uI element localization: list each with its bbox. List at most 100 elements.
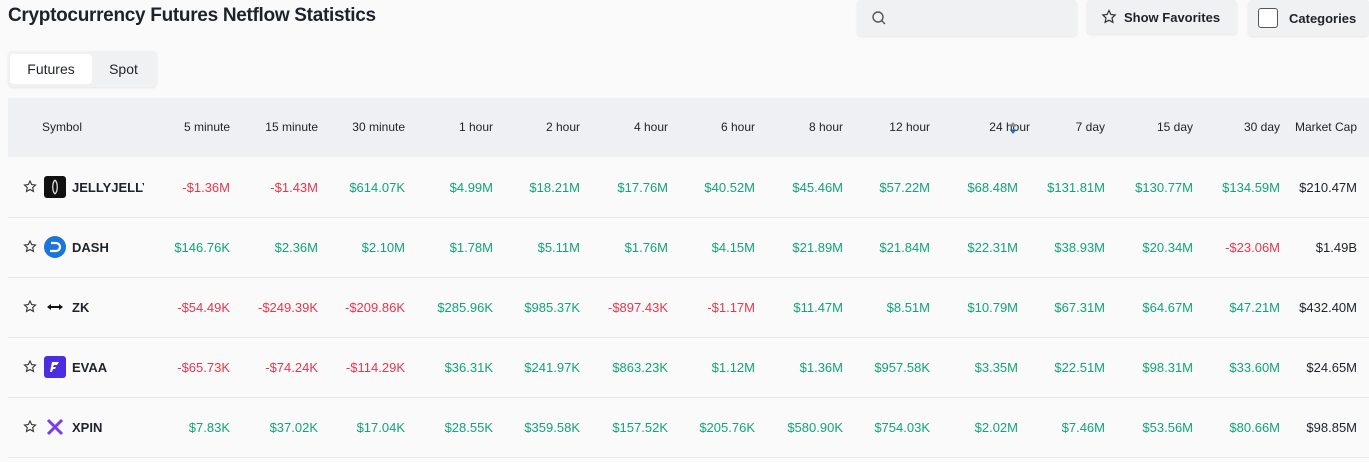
netflow-value: $3.35M (974, 360, 1018, 375)
table-row (8, 218, 1369, 278)
column-header[interactable]: 7 day (1075, 120, 1105, 134)
netflow-value: $1.76M (624, 240, 668, 255)
netflow-value: $1.78M (449, 240, 493, 255)
netflow-value: $17.76M (617, 180, 668, 195)
netflow-value: $754.03K (874, 420, 930, 435)
column-header[interactable]: 30 minute (352, 120, 405, 134)
netflow-value: $98.85M (1306, 420, 1357, 435)
netflow-value: $22.51M (1054, 360, 1105, 375)
coin-logo (44, 236, 66, 258)
netflow-value: $1.49B (1315, 240, 1357, 255)
symbol: XPIN (72, 420, 103, 435)
tab-bar: Futures Spot (8, 51, 157, 87)
column-header[interactable]: 4 hour (633, 120, 668, 134)
sort-icon (1009, 121, 1017, 135)
categories-button[interactable]: Categories (1248, 0, 1369, 36)
netflow-value: $24.65M (1306, 360, 1357, 375)
netflow-value: $7.83K (188, 420, 230, 435)
column-header[interactable]: 15 day (1156, 120, 1193, 134)
symbol: JELLYJELLY (72, 180, 144, 195)
netflow-value: -$54.49K (177, 300, 230, 315)
netflow-value: -$114.29K (345, 360, 405, 375)
search-box[interactable] (857, 0, 1077, 36)
column-header[interactable]: 30 day (1243, 120, 1280, 134)
netflow-value: $985.37K (524, 300, 580, 315)
netflow-value: $432.40M (1299, 300, 1357, 315)
netflow-value: $47.21M (1229, 300, 1280, 315)
netflow-value: $68.48M (967, 180, 1018, 195)
netflow-value: $10.79M (967, 300, 1018, 315)
column-header[interactable]: 15 minute (265, 120, 318, 134)
favorites-button[interactable]: Show Favorites (1087, 0, 1237, 34)
tab[interactable]: Futures (10, 54, 92, 84)
netflow-value: $28.55K (444, 420, 493, 435)
netflow-value: -$1.17M (707, 300, 755, 315)
categories-label: Categories (1289, 10, 1357, 26)
column-header[interactable]: 8 hour (808, 120, 843, 134)
column-header[interactable]: 24 hour (989, 120, 1030, 134)
netflow-value: $21.84M (879, 240, 930, 255)
netflow-value: -$1.43M (270, 180, 318, 195)
favorite-star[interactable] (23, 299, 37, 314)
netflow-value: $57.22M (879, 180, 930, 195)
netflow-value: -$74.24K (265, 360, 318, 375)
checkbox[interactable] (1258, 8, 1278, 28)
table-row (8, 278, 1369, 338)
netflow-value: $20.34M (1142, 240, 1193, 255)
column-header[interactable]: 2 hour (545, 120, 580, 134)
favorite-star[interactable] (23, 239, 37, 254)
favorite-star[interactable] (23, 419, 37, 434)
netflow-value: $45.46M (792, 180, 843, 195)
netflow-value: $18.21M (529, 180, 580, 195)
column-header[interactable]: 6 hour (720, 120, 755, 134)
netflow-value: -$209.86K (345, 300, 405, 315)
column-header[interactable]: Market Cap (1294, 120, 1357, 134)
netflow-value: -$249.39K (258, 300, 318, 315)
netflow-value: $157.52K (612, 420, 668, 435)
search-icon (872, 11, 886, 25)
netflow-value: $11.47M (793, 300, 843, 315)
netflow-value: $210.47M (1299, 180, 1357, 195)
netflow-value: $7.46M (1061, 420, 1105, 435)
netflow-value: $957.58K (874, 360, 930, 375)
netflow-value: $37.02K (269, 420, 318, 435)
coin-logo (44, 296, 66, 318)
column-header[interactable]: Symbol (42, 120, 83, 134)
netflow-value: $40.52M (704, 180, 755, 195)
netflow-value: $285.96K (437, 300, 493, 315)
netflow-value: -$65.73K (177, 360, 230, 375)
netflow-value: $1.12M (711, 360, 755, 375)
favorite-star[interactable] (23, 359, 37, 374)
netflow-value: $38.93M (1054, 240, 1105, 255)
page-title: Cryptocurrency Futures Netflow Statistic… (8, 5, 376, 26)
netflow-value: $36.31K (444, 360, 493, 375)
netflow-value: $67.31M (1054, 300, 1105, 315)
favorite-star[interactable] (23, 179, 37, 194)
netflow-value: $2.02M (974, 420, 1018, 435)
netflow-value: $33.60M (1229, 360, 1280, 375)
coin-logo (44, 416, 66, 438)
star-icon (1101, 9, 1117, 24)
netflow-value: $205.76K (699, 420, 755, 435)
netflow-value: $4.99M (449, 180, 493, 195)
netflow-value: $146.76K (174, 240, 230, 255)
column-header[interactable]: 12 hour (889, 120, 930, 134)
tab[interactable]: Spot (109, 61, 138, 77)
table-row (8, 158, 1369, 218)
netflow-value: $614.07K (349, 180, 405, 195)
netflow-value: $2.36M (274, 240, 318, 255)
netflow-value: $241.97K (524, 360, 580, 375)
netflow-value: -$897.43K (608, 300, 668, 315)
netflow-value: $359.58K (524, 420, 580, 435)
netflow-value: $64.67M (1142, 300, 1193, 315)
netflow-value: $580.90K (787, 420, 843, 435)
netflow-value: $98.31M (1142, 360, 1193, 375)
coin-logo (44, 356, 66, 378)
column-header[interactable]: 5 minute (183, 120, 230, 134)
column-header[interactable]: 1 hour (458, 120, 493, 134)
netflow-value: $22.31M (967, 240, 1018, 255)
netflow-value: $5.11M (537, 240, 580, 255)
netflow-value: $80.66M (1229, 420, 1280, 435)
netflow-value: $130.77M (1135, 180, 1193, 195)
symbol: DASH (72, 240, 109, 255)
